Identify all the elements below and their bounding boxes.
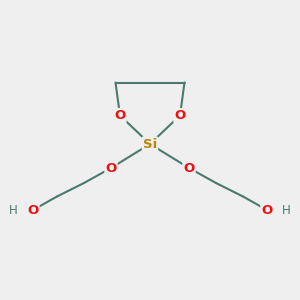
Text: O: O [183,161,195,175]
Text: O: O [114,109,126,122]
Text: H: H [282,203,291,217]
Text: O: O [27,203,39,217]
Text: Si: Si [143,137,157,151]
Text: O: O [105,161,117,175]
Text: O: O [261,203,273,217]
Text: H: H [9,203,18,217]
Text: O: O [174,109,186,122]
